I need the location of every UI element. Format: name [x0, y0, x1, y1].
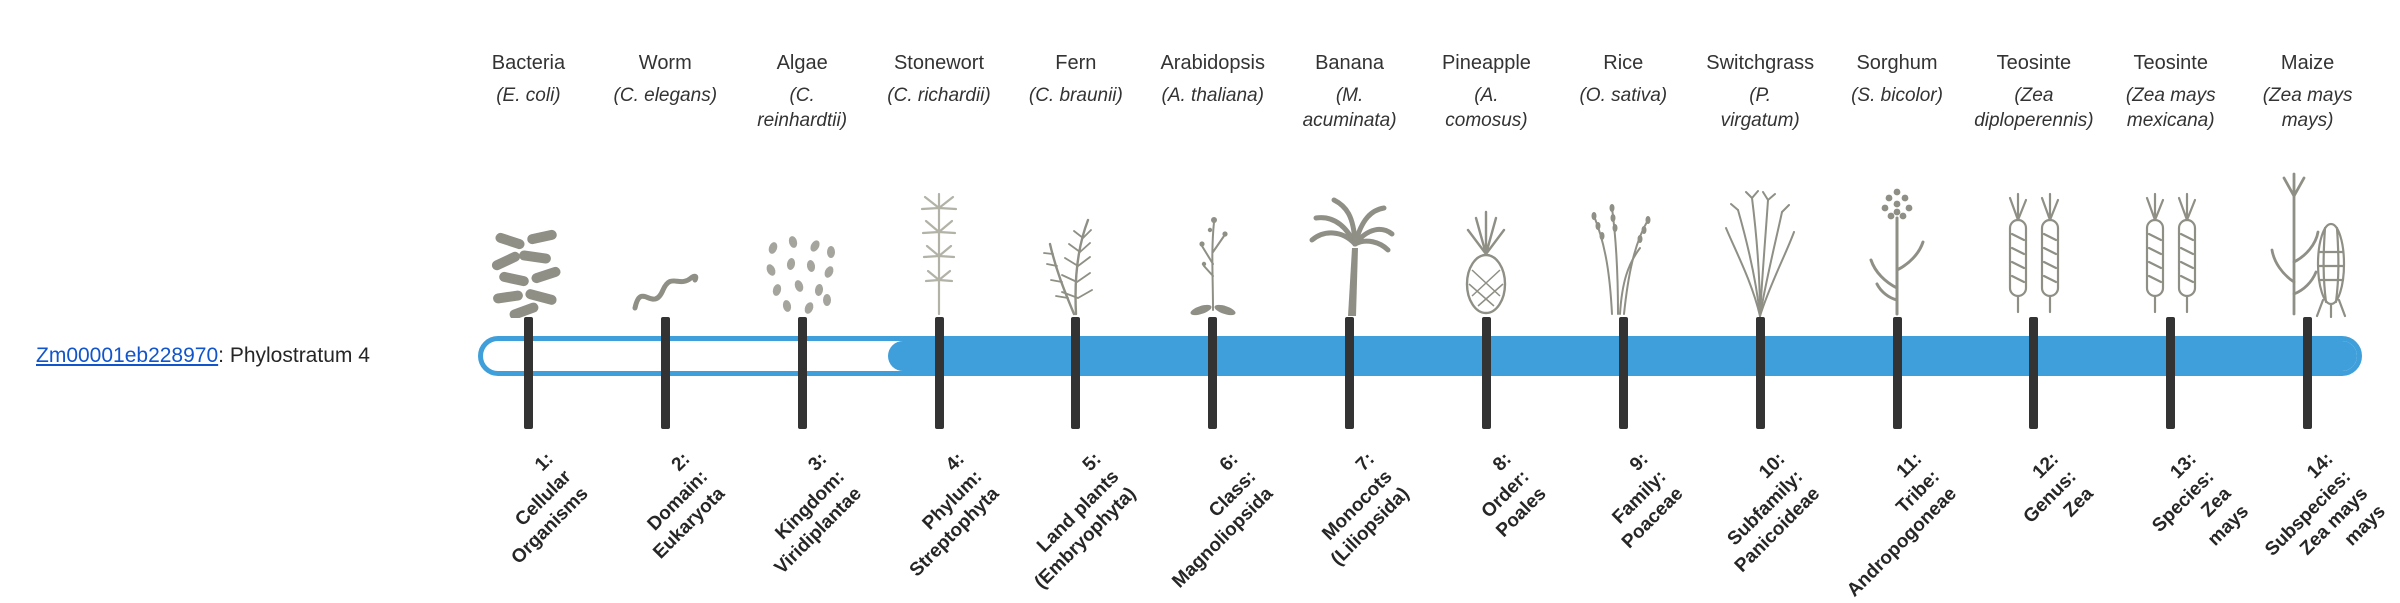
- organism-column: Banana (M. acuminata) 7: Monocots (Lilio…: [1281, 0, 1418, 580]
- organism-common-name: Pineapple: [1441, 52, 1531, 74]
- organism-common-name: Algae: [776, 52, 828, 74]
- organism-scientific-name: (C. richardii): [887, 85, 991, 106]
- organism-column: Fern (C. braunii) 5: Land plants (Embryo…: [1007, 0, 1144, 593]
- arabidopsis-icon: [1190, 217, 1236, 316]
- organism-common-name: Stonewort: [893, 52, 985, 74]
- organism-scientific-name: (O. sativa): [1579, 85, 1668, 106]
- organism-scientific-name: (A. comosus): [1445, 85, 1528, 131]
- phylostratum-label: 4: Phylum: Streptophyta: [905, 448, 1004, 582]
- organism-column: Teosinte (Zea mays mexicana) 13: Species…: [2102, 0, 2253, 580]
- phylostratum-tick: [1618, 317, 1628, 429]
- algae-icon: [766, 236, 836, 314]
- organism-common-name: Maize: [2280, 52, 2335, 74]
- organism-scientific-name: (Zea mays mexicana): [2125, 85, 2216, 131]
- phylostratum-tick: [2303, 317, 2313, 429]
- organism-common-name: Sorghum: [1856, 52, 1938, 74]
- organism-column: Switchgrass (P. virgatum) 10: Subfamily:…: [1692, 0, 1829, 580]
- organism-common-name: Bacteria: [491, 52, 566, 74]
- organism-column: Algae (C. reinhardtii): [734, 0, 871, 580]
- phylostratum-label: 3: Kingdom: Viridiplantae: [771, 448, 867, 579]
- phylostratum-tick: [1892, 317, 1902, 429]
- phylostratum-label: 2: Domain: Eukaryota: [643, 448, 730, 564]
- organism-common-name: Teosinte: [1996, 52, 2072, 74]
- teosinte-icon: [2008, 192, 2059, 314]
- organism-common-name: Teosinte: [2133, 52, 2208, 74]
- organism-common-name: Rice: [1603, 52, 1644, 74]
- organism-scientific-name: (C. braunii): [1028, 85, 1123, 106]
- organism-common-name: Arabidopsis: [1160, 52, 1265, 74]
- phylostratum-label: 6: Class: Magnoliopsida: [1168, 448, 1278, 593]
- phylostratum-label: 13: Species: Zea mays: [2147, 448, 2253, 551]
- organism-scientific-name: (Zea diploperennis): [1974, 85, 2094, 131]
- organism-columns: Bacteria (E. coli) 1: Cellular Organisms: [460, 0, 2390, 601]
- organism-column: Pineapple (A. comosus) 8: Order: Poales: [1418, 0, 1555, 580]
- organism-column: Maize (Zea mays mays) 14: Su: [2239, 0, 2390, 580]
- rice-icon: [1591, 204, 1651, 315]
- gene-phylostratum-text: : Phylostratum 4: [218, 344, 370, 367]
- organism-column: Teosinte (Zea diploperennis) 12: Genus: …: [1965, 0, 2102, 580]
- organism-column: Stonewort (C. richardii) 4: Phylum: Stre…: [871, 0, 1008, 582]
- phylostratum-label: 10: Subfamily: Panicoideae: [1723, 448, 1825, 577]
- organism-common-name: Switchgrass: [1706, 52, 1815, 74]
- phylostratum-tick: [523, 317, 533, 429]
- organism-common-name: Worm: [638, 52, 692, 74]
- organism-scientific-name: (S. bicolor): [1851, 85, 1943, 106]
- stonewort-icon: [920, 192, 958, 316]
- phylostratum-tick: [2029, 317, 2039, 429]
- organism-scientific-name: (E. coli): [496, 85, 561, 106]
- worm-icon: [632, 273, 699, 311]
- organism-column: Sorghum (S. bicolor) 11: Tribe: Andropog…: [1829, 0, 1966, 601]
- organism-scientific-name: (A. thaliana): [1161, 85, 1264, 106]
- bacteria-icon: [492, 229, 561, 318]
- organism-scientific-name: (P. virgatum): [1720, 85, 1800, 131]
- organism-common-name: Fern: [1055, 52, 1097, 74]
- fern-icon: [1042, 218, 1093, 316]
- banana-icon: [1309, 197, 1395, 316]
- phylostratum-tick: [1208, 317, 1218, 429]
- organism-column: Rice (O. sativa) 9: Family: Poaceae: [1555, 0, 1692, 580]
- maize-icon: [2270, 172, 2346, 318]
- organism-scientific-name: (C. reinhardtii): [757, 85, 848, 131]
- gene-id-link[interactable]: Zm00001eb228970: [36, 344, 219, 367]
- teosinte-icon: [2145, 192, 2196, 314]
- organism-scientific-name: (C. elegans): [613, 85, 718, 106]
- organism-common-name: Banana: [1315, 52, 1385, 74]
- phylostratum-label: 9: Family: Poaceae: [1608, 448, 1688, 554]
- organism-scientific-name: (M. acuminata): [1302, 85, 1397, 131]
- phylostratum-tick: [1481, 317, 1491, 429]
- phylostratum-tick: [797, 317, 807, 429]
- phylostratum-label: 7: Monocots (Liliopsida): [1318, 448, 1415, 571]
- organism-scientific-name: (Zea mays mays): [2262, 85, 2353, 131]
- organism-column: Bacteria (E. coli) 1: Cellular Organisms: [460, 0, 597, 580]
- phylostratum-label: 1: Cellular Organisms: [507, 448, 593, 569]
- switchgrass-icon: [1725, 190, 1796, 317]
- pineapple-icon: [1466, 210, 1507, 315]
- phylostratum-label: 14: Subspecies: Zea mays mays: [2260, 448, 2390, 561]
- sorghum-icon: [1869, 188, 1925, 316]
- phylostratum-tick: [934, 317, 944, 429]
- phylostratum-tick: [2166, 317, 2176, 429]
- phylostratum-tick: [1755, 317, 1765, 429]
- phylostratum-label: 12: Genus: Zea: [2019, 448, 2099, 528]
- gene-label: Zm00001eb228970: Phylostratum 4: [36, 344, 370, 368]
- phylostratum-label: 8: Order: Poales: [1477, 448, 1551, 542]
- organism-column: Arabidopsis (A. thaliana) 6: Class: Magn…: [1144, 0, 1281, 593]
- phylostratum-label: 5: Land plants (Embryophyta): [1030, 448, 1141, 594]
- phylostratum-tick: [660, 317, 670, 429]
- phylostratum-tick: [1345, 317, 1355, 429]
- phylostratum-tick: [1071, 317, 1081, 429]
- organism-column: Worm (C. elegans) 2: Domain: Eukaryota: [597, 0, 734, 580]
